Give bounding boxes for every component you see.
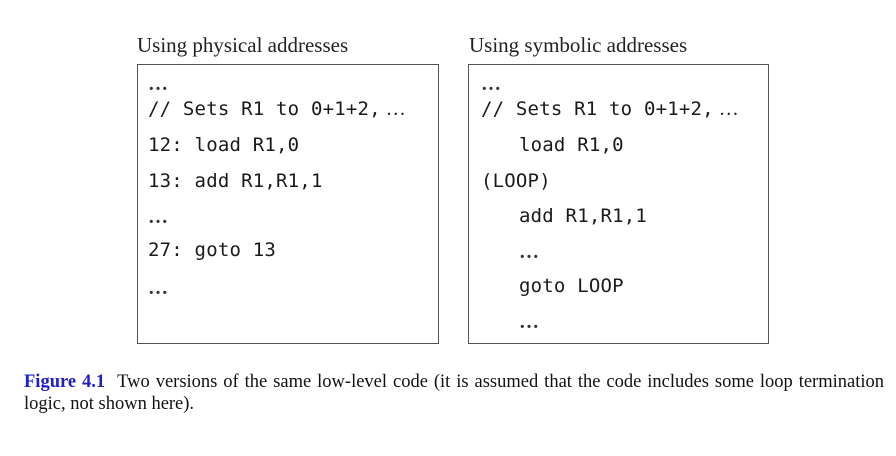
code-line-load: load R1,0	[519, 134, 624, 156]
comment-text: // Sets R1 to 0+1+2,	[148, 98, 381, 120]
code-box-physical: … // Sets R1 to 0+1+2, … 12: load R1,0 1…	[137, 64, 439, 344]
code-line-add: add R1,R1,1	[519, 205, 648, 227]
caption-text: Two versions of the same low-level code …	[24, 372, 884, 414]
comment-line: // Sets R1 to 0+1+2, …	[148, 98, 406, 121]
code-line-goto: 27: goto 13	[148, 239, 277, 261]
figure-label: Figure 4.1	[24, 372, 106, 392]
comment-text: // Sets R1 to 0+1+2,	[481, 98, 714, 120]
code-line-load: 12: load R1,0	[148, 134, 300, 156]
ellipsis-line: …	[148, 277, 168, 299]
comment-ellipsis: …	[380, 98, 406, 120]
ellipsis-line: …	[148, 206, 168, 228]
code-line-add: 13: add R1,R1,1	[148, 170, 323, 192]
label-loop: (LOOP)	[481, 170, 551, 192]
panel-title-physical: Using physical addresses	[137, 33, 349, 57]
comment-line: // Sets R1 to 0+1+2, …	[481, 98, 739, 121]
comment-ellipsis: …	[713, 98, 739, 120]
panel-title-symbolic: Using symbolic addresses	[469, 33, 688, 57]
ellipsis-line: …	[519, 311, 539, 333]
ellipsis-line: …	[148, 73, 168, 95]
code-line-goto: goto LOOP	[519, 275, 624, 297]
ellipsis-line: …	[481, 73, 501, 95]
code-box-symbolic: … // Sets R1 to 0+1+2, … load R1,0 (LOOP…	[468, 64, 769, 344]
figure-caption: Figure 4.1 Two versions of the same low-l…	[24, 371, 884, 415]
ellipsis-line: …	[519, 241, 539, 263]
